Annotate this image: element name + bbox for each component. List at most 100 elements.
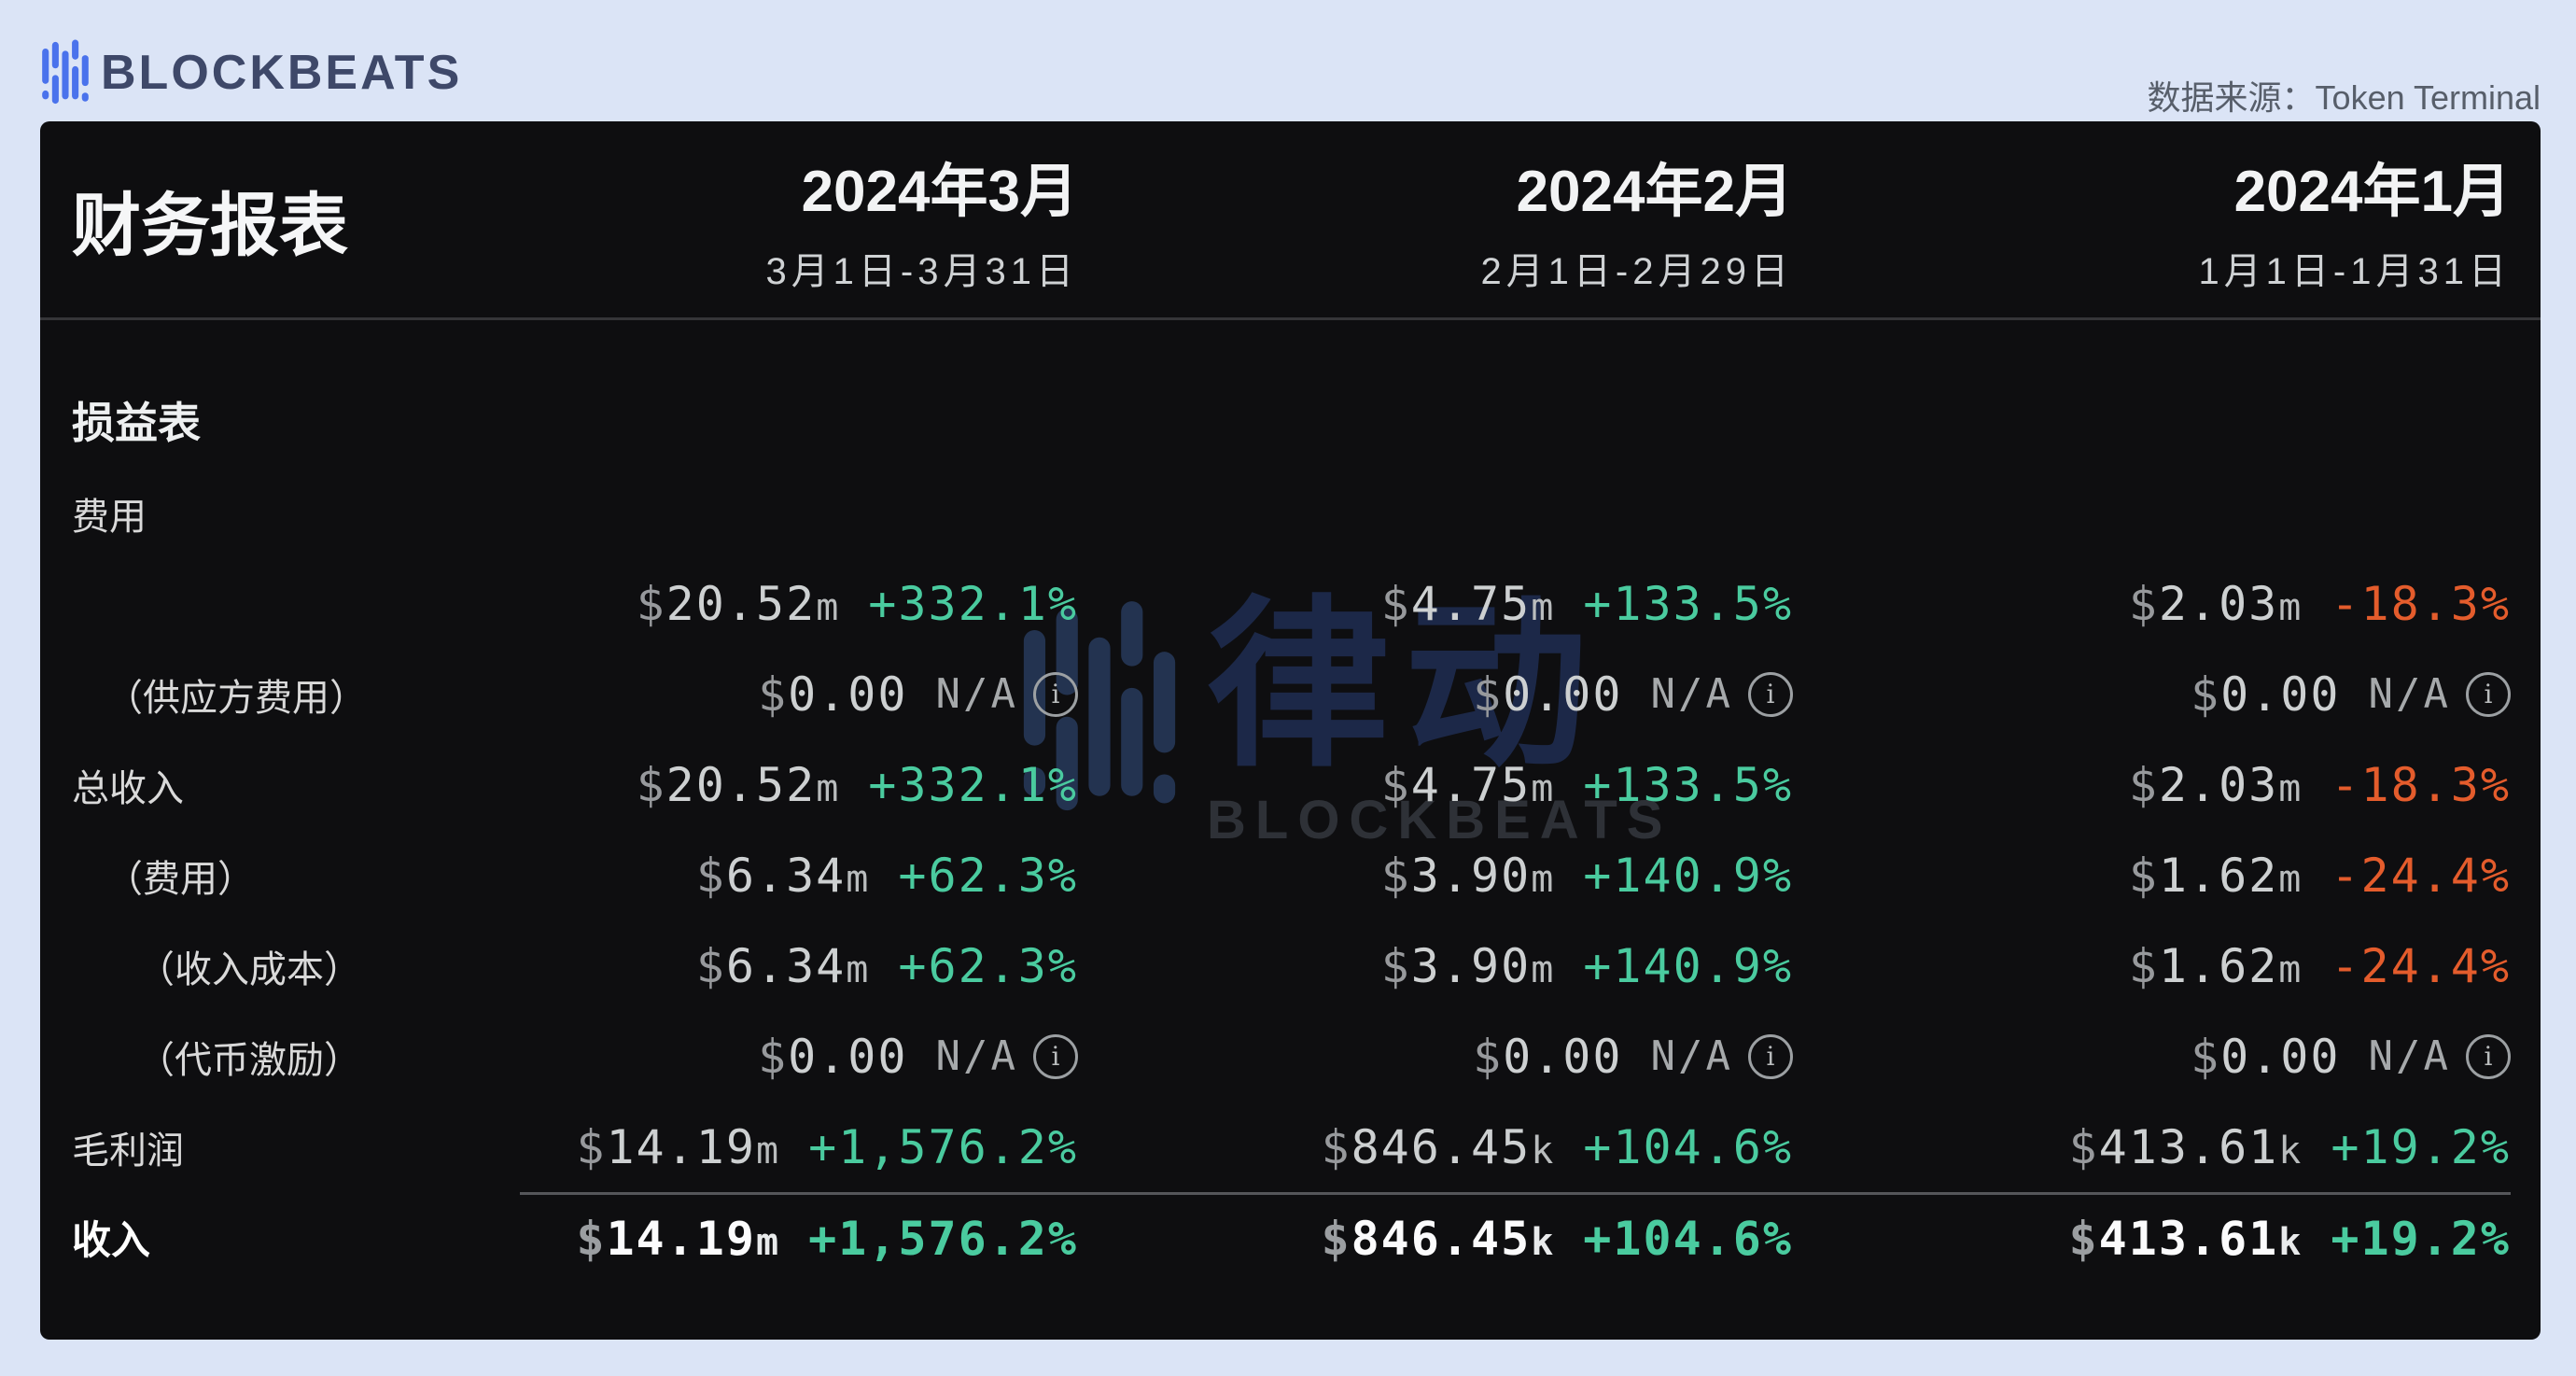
info-icon[interactable]: i <box>1748 1033 1793 1079</box>
currency-symbol: $ <box>1321 1119 1351 1174</box>
money-value: $6.34m <box>695 938 871 993</box>
currency-symbol: $ <box>1380 576 1411 631</box>
cell-col3: $1.62m -24.4% <box>1793 849 2511 903</box>
currency-symbol: $ <box>1380 938 1411 993</box>
unit-suffix: m <box>1531 585 1556 629</box>
change-percent: +133.5% <box>1583 757 1793 812</box>
money-value: $0.00 <box>2190 1029 2341 1084</box>
info-icon[interactable]: i <box>1033 1033 1078 1079</box>
change-percent: +332.1% <box>868 576 1078 631</box>
money-value: $14.19m <box>576 1212 781 1266</box>
cell-col2: $3.90m +140.9% <box>1078 939 1793 993</box>
unit-suffix: m <box>816 766 841 810</box>
change-percent: -18.3% <box>2331 576 2511 631</box>
cell-col1: $14.19m +1,576.2% <box>520 1192 1078 1283</box>
money-value: $14.19m <box>576 1119 781 1174</box>
column-month: 2024年1月 <box>2233 160 2511 224</box>
currency-symbol: $ <box>1472 667 1504 722</box>
unit-suffix: m <box>816 585 841 629</box>
cell-col3: $413.61k +19.2% <box>1793 1120 2511 1174</box>
na-text: N/A <box>2368 1032 2451 1080</box>
change-percent: +62.3% <box>898 848 1078 903</box>
na-text: N/A <box>1650 670 1733 718</box>
currency-symbol: $ <box>757 1029 789 1084</box>
change-percent: -18.3% <box>2331 757 2511 812</box>
row-label: 费用 <box>72 496 147 538</box>
cell-col3: $1.62m -24.4% <box>1793 939 2511 993</box>
row-label: 收入 <box>72 1218 151 1262</box>
currency-symbol: $ <box>695 848 726 903</box>
change-percent: +19.2% <box>2331 1119 2511 1174</box>
money-value: $2.03m <box>2128 757 2303 812</box>
na-text: N/A <box>935 1032 1018 1080</box>
cell-col1: $6.34m +62.3% <box>520 939 1078 993</box>
currency-symbol: $ <box>2190 667 2221 722</box>
change-percent: +1,576.2% <box>808 1119 1078 1174</box>
money-value: $6.34m <box>695 848 871 903</box>
cell-col2: $0.00 N/A i <box>1078 1030 1793 1084</box>
money-value: $1.62m <box>2128 938 2303 993</box>
unit-suffix: m <box>2278 948 2303 991</box>
cell-col3: $0.00 N/A i <box>1793 667 2511 722</box>
unit-suffix: m <box>755 1129 781 1172</box>
money-value: $413.61k <box>2068 1119 2303 1174</box>
money-value: $3.90m <box>1380 848 1556 903</box>
change-percent: +104.6% <box>1583 1119 1793 1174</box>
currency-symbol: $ <box>1472 1029 1504 1084</box>
row-label: 总收入 <box>72 767 184 809</box>
data-source: 数据来源：Token Terminal <box>2148 71 2541 119</box>
cell-col1: $14.19m +1,576.2% <box>520 1120 1078 1174</box>
table-row: 毛利润 $14.19m +1,576.2% $846.45k +104.6% $413.6… <box>72 1102 2511 1192</box>
money-value: $846.45k <box>1321 1212 1556 1266</box>
table-row: （供应方费用） $0.00 N/A i $0.00 N/A i $0.00 N/A i <box>72 649 2511 739</box>
data-source-label: 数据来源： <box>2147 78 2316 117</box>
cell-col2: $4.75m +133.5% <box>1078 577 1793 631</box>
logo-wordmark: BLOCKBEATS <box>101 46 463 100</box>
info-icon[interactable]: i <box>1748 671 1793 717</box>
money-value: $4.75m <box>1380 757 1556 812</box>
change-percent: +140.9% <box>1583 848 1793 903</box>
unit-suffix: m <box>846 857 871 901</box>
table-header: 财务报表 2024年3月 3月1日-3月31日 2024年2月 2月1日-2月29日 2… <box>40 121 2541 317</box>
currency-symbol: $ <box>2190 1029 2221 1084</box>
money-value: $0.00 <box>1472 1029 1623 1084</box>
change-percent: +140.9% <box>1583 938 1793 993</box>
na-text: N/A <box>2368 670 2451 718</box>
change-percent: +332.1% <box>868 757 1078 812</box>
unit-suffix: m <box>2278 857 2303 901</box>
info-icon[interactable]: i <box>2466 671 2511 717</box>
money-value: $3.90m <box>1380 938 1556 993</box>
cell-col3: $413.61k +19.2% <box>1793 1192 2511 1283</box>
money-value: $846.45k <box>1321 1119 1556 1174</box>
unit-suffix: k <box>1531 1221 1556 1264</box>
info-icon[interactable]: i <box>1033 671 1078 717</box>
currency-symbol: $ <box>2128 848 2159 903</box>
currency-symbol: $ <box>2128 757 2159 812</box>
currency-symbol: $ <box>1380 848 1411 903</box>
column-month: 2024年2月 <box>1516 160 1793 224</box>
unit-suffix: k <box>1531 1129 1556 1172</box>
na-group: N/A i <box>2369 1032 2511 1080</box>
cell-col2: $846.45k +104.6% <box>1078 1120 1793 1174</box>
info-icon[interactable]: i <box>2466 1033 2511 1079</box>
change-percent: +104.6% <box>1583 1212 1793 1266</box>
unit-suffix: m <box>2278 766 2303 810</box>
money-value: $20.52m <box>636 576 841 631</box>
cell-col2: $846.45k +104.6% <box>1078 1192 1793 1283</box>
table-row: （费用） $6.34m +62.3% $3.90m +140.9% $1.62m -24.4… <box>72 830 2511 920</box>
change-percent: +1,576.2% <box>808 1212 1078 1266</box>
cell-col2: $0.00 N/A i <box>1078 667 1793 722</box>
cell-col1: $0.00 N/A i <box>520 1030 1078 1084</box>
change-percent: +133.5% <box>1583 576 1793 631</box>
table-row: 收入 $14.19m +1,576.2% $846.45k +104.6% $413.61… <box>72 1192 2511 1283</box>
money-value: $0.00 <box>757 667 908 722</box>
cell-col1: $6.34m +62.3% <box>520 849 1078 903</box>
change-percent: +19.2% <box>2331 1212 2511 1266</box>
change-percent: +62.3% <box>898 938 1078 993</box>
report-panel: 律动 BLOCKBEATS 财务报表 2024年3月 3月1日-3月31日 2024… <box>40 121 2541 1340</box>
money-value: $20.52m <box>636 757 841 812</box>
change-percent: -24.4% <box>2331 848 2511 903</box>
unit-suffix: m <box>1531 766 1556 810</box>
table-row: （收入成本） $6.34m +62.3% $3.90m +140.9% $1.62m -24… <box>72 920 2511 1011</box>
